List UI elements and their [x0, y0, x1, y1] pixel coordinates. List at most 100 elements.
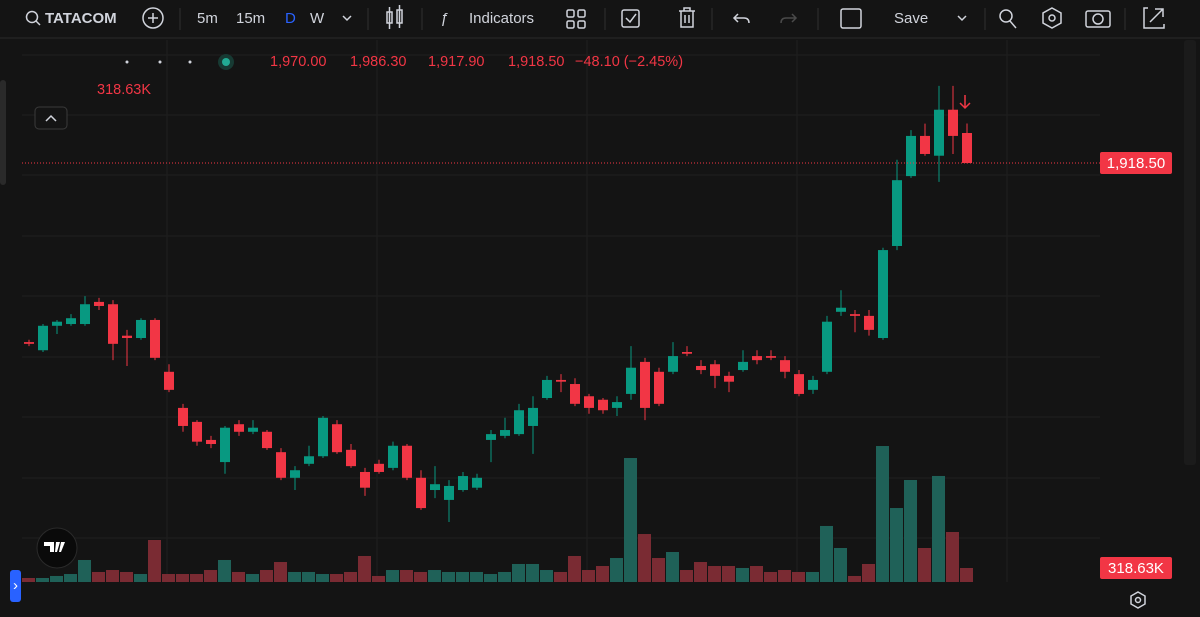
volume-bar: [330, 574, 343, 582]
volume-bar: [414, 571, 427, 582]
chart-type[interactable]: [386, 5, 403, 29]
candle-body: [80, 304, 90, 325]
indicators[interactable]: Indicators: [469, 10, 534, 27]
volume-bar: [92, 571, 105, 582]
volume-bar: [890, 508, 903, 582]
candle-body: [486, 434, 496, 440]
volume-bar: [918, 547, 931, 582]
volume-bar: [806, 571, 819, 582]
volume-bar: [344, 571, 357, 582]
snapshot[interactable]: [1085, 10, 1111, 28]
volume-bar: [120, 571, 133, 582]
undo[interactable]: [732, 13, 750, 24]
candle-body: [374, 463, 384, 472]
candle-body: [52, 321, 62, 326]
save-menu[interactable]: [957, 15, 967, 22]
volume-bar: [666, 551, 679, 582]
add-symbol[interactable]: [142, 7, 164, 29]
volume-bar: [862, 563, 875, 582]
candle-body: [556, 379, 566, 382]
volume-bar: [610, 558, 623, 582]
volume-bar: [190, 574, 203, 582]
delete[interactable]: [679, 7, 695, 28]
volume-bar: [540, 570, 553, 582]
interval[interactable]: W: [310, 10, 325, 27]
templates[interactable]: [566, 9, 586, 29]
save[interactable]: Save: [894, 10, 928, 27]
interval[interactable]: 5m: [197, 10, 218, 27]
candle-body: [430, 484, 440, 491]
candle-body: [570, 384, 580, 404]
alert[interactable]: [621, 9, 640, 28]
candle-body: [780, 360, 790, 372]
candle-body: [388, 445, 398, 468]
last-price-label: 1,918.50: [1107, 155, 1165, 172]
volume-bar: [946, 531, 959, 582]
redo[interactable]: [780, 13, 798, 24]
candle-body: [220, 427, 230, 463]
plot: [22, 85, 973, 582]
candle-body: [626, 367, 636, 394]
candle-body: [654, 371, 664, 404]
last-volume-label: 318.63K: [1108, 560, 1164, 577]
volume-bar: [876, 446, 889, 582]
volume-bar: [470, 571, 483, 582]
volume-bar: [22, 578, 35, 582]
candle-body: [346, 449, 356, 467]
volume-bar: [274, 562, 287, 582]
volume-bar: [778, 570, 791, 582]
volume-bar: [904, 479, 917, 582]
chart-settings[interactable]: [1130, 591, 1146, 609]
volume-bar: [960, 568, 973, 582]
volume-bar: [498, 571, 511, 582]
candle-body: [178, 407, 188, 426]
volume-bar: [106, 570, 119, 582]
candle-body: [416, 477, 426, 509]
volume-bar: [400, 570, 413, 582]
candle-body: [304, 456, 314, 464]
candle-body: [584, 396, 594, 408]
candle-body: [444, 485, 454, 500]
quick-search[interactable]: [999, 9, 1017, 29]
candle-body: [24, 342, 34, 344]
symbol[interactable]: TATACOM: [45, 10, 117, 27]
collapse-legend[interactable]: [34, 106, 68, 130]
volume-bar: [694, 562, 707, 582]
interval-menu[interactable]: [342, 15, 352, 22]
volume-bar: [36, 578, 49, 582]
scrollbar[interactable]: [0, 80, 6, 185]
right-panel-scroll: [1184, 40, 1196, 465]
interval-active[interactable]: D: [285, 10, 296, 27]
fx-icon[interactable]: ƒ: [440, 10, 448, 27]
chart-settings-dot: [1134, 596, 1142, 604]
search-icon[interactable]: [25, 10, 41, 26]
candle-body: [262, 431, 272, 449]
legend-change: −48.10 (−2.45%): [575, 54, 683, 70]
candle-body: [94, 301, 104, 306]
candle-body: [122, 335, 132, 339]
candle-body: [38, 325, 48, 351]
layout[interactable]: [840, 8, 862, 29]
interval[interactable]: 15m: [236, 10, 265, 27]
volume-bar: [218, 559, 231, 582]
volume-bar: [582, 570, 595, 582]
sidebar-toggle[interactable]: [10, 570, 21, 602]
volume-bar: [722, 566, 735, 582]
volume-bar: [820, 525, 833, 582]
fullscreen[interactable]: [1143, 7, 1165, 29]
volume-bar: [358, 555, 371, 582]
candle-body: [500, 430, 510, 436]
volume-bar: [750, 566, 763, 582]
volume-bar: [764, 571, 777, 582]
volume-bar: [638, 534, 651, 582]
candle-body: [906, 135, 916, 177]
volume-bar: [64, 574, 77, 582]
volume-bar: [624, 458, 637, 582]
settings[interactable]: [1042, 7, 1062, 29]
candle-body: [710, 364, 720, 376]
candle-body: [864, 315, 874, 330]
volume-bar: [148, 539, 161, 582]
candle-body: [234, 424, 244, 432]
volume-bar: [736, 567, 749, 582]
candle-body: [794, 374, 804, 394]
